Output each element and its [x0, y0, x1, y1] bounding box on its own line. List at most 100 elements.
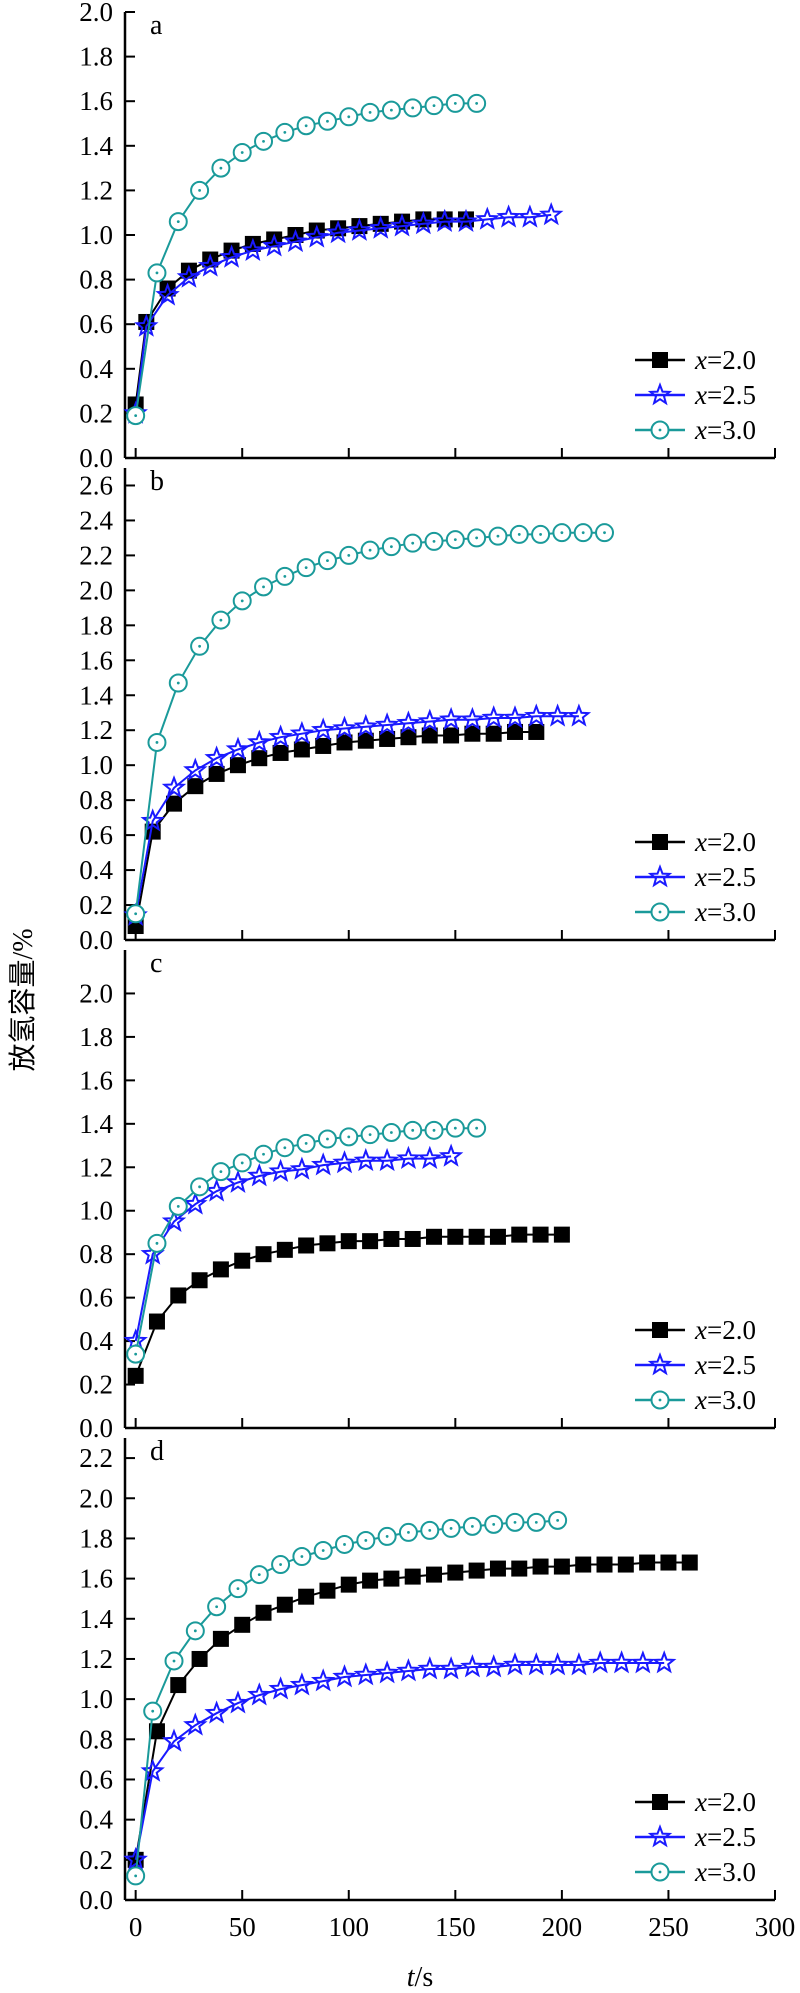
y-tick-label: 1.4 — [79, 1604, 113, 1634]
data-point-dot — [155, 1241, 159, 1245]
data-point — [575, 1556, 592, 1573]
y-tick-label: 0.6 — [79, 1764, 113, 1794]
legend-label-value: =2.5 — [707, 380, 756, 410]
data-point — [340, 1233, 357, 1250]
data-point — [225, 1169, 251, 1193]
data-point — [507, 723, 523, 740]
data-point — [332, 715, 357, 739]
data-point-dot — [198, 644, 201, 648]
data-point-dot — [257, 1573, 261, 1576]
data-point-dot — [262, 585, 265, 589]
data-point — [197, 253, 223, 277]
panel-label: d — [150, 1436, 164, 1467]
data-point — [528, 723, 545, 740]
data-point — [208, 765, 225, 782]
data-point-dot — [198, 1185, 201, 1189]
data-point — [489, 1228, 506, 1245]
legend-label-value: =2.0 — [707, 827, 756, 857]
data-point — [293, 741, 310, 758]
y-tick-label: 1.8 — [79, 610, 113, 640]
data-point-dot — [517, 533, 521, 536]
legend-label-var: x — [694, 897, 707, 927]
panel-label: a — [150, 10, 163, 41]
panel-d: 0.0 0.2 0.4 0.6 0.8 1.0 1.2 1.4 1.6 1.8 2.0 2.2 0 50 1… — [79, 1436, 795, 1942]
legend-label-var: x — [694, 1315, 707, 1345]
data-point-dot — [262, 1152, 265, 1156]
data-point — [362, 1572, 379, 1589]
data-point-dot — [411, 541, 415, 545]
data-point — [383, 1230, 400, 1247]
data-point — [234, 1616, 251, 1633]
legend-label: x=3.0 — [694, 897, 756, 927]
y-tick-label: 0.4 — [79, 855, 113, 885]
legend-label: x=2.5 — [694, 862, 756, 892]
data-point-dot — [176, 681, 180, 685]
data-point — [383, 1570, 400, 1587]
data-point — [417, 708, 443, 732]
data-point — [255, 1604, 272, 1621]
data-point — [319, 1235, 336, 1252]
data-point — [443, 727, 460, 744]
data-point — [289, 1156, 315, 1180]
data-point-dot — [198, 189, 201, 192]
data-point — [447, 1228, 464, 1245]
data-point-dot — [453, 538, 457, 542]
y-tick-label: 1.2 — [79, 715, 113, 745]
data-point — [183, 1712, 208, 1736]
y-tick-label: 1.4 — [79, 131, 113, 161]
data-point — [240, 237, 266, 262]
y-tick-label: 2.0 — [79, 1483, 113, 1513]
y-tick-label: 2.6 — [79, 470, 113, 500]
data-point — [396, 1145, 421, 1170]
data-point — [511, 1560, 528, 1577]
data-point — [532, 1558, 549, 1575]
data-point — [191, 1650, 208, 1667]
data-point-dot — [556, 1518, 560, 1522]
data-point-dot — [219, 618, 223, 622]
x-axis-title: t/s — [407, 1962, 433, 1993]
data-point — [268, 724, 293, 748]
data-point — [460, 706, 485, 731]
data-point-dot — [134, 414, 138, 418]
y-tick-label: 2.0 — [79, 575, 113, 605]
legend-marker-dot — [658, 910, 662, 914]
data-point-dot — [347, 115, 351, 119]
data-point-dot — [240, 1161, 244, 1165]
y-tick-label: 0.4 — [79, 1805, 113, 1835]
data-point-dot — [492, 1522, 496, 1526]
data-point-dot — [155, 271, 159, 275]
data-point — [396, 710, 421, 734]
y-tick-label: 0.0 — [79, 1413, 113, 1443]
data-point — [283, 228, 308, 253]
x-tick-label: 50 — [229, 1912, 256, 1942]
data-point — [609, 1650, 634, 1674]
data-point-dot — [240, 599, 244, 603]
y-tick-label: 2.0 — [79, 978, 113, 1008]
data-point-dot — [219, 1170, 223, 1174]
y-tick-label: 1.6 — [79, 1564, 113, 1594]
data-point-dot — [560, 531, 564, 535]
y-tick-label: 0.2 — [79, 1370, 113, 1400]
series-line — [134, 213, 552, 414]
data-point-dot — [151, 1709, 155, 1713]
legend-label-value: =3.0 — [707, 1857, 756, 1887]
data-point — [161, 775, 187, 799]
data-point-dot — [428, 1529, 432, 1532]
data-point — [464, 725, 481, 742]
data-point — [639, 1554, 656, 1571]
legend-label: x=2.0 — [694, 1315, 756, 1345]
data-point-dot — [343, 1543, 346, 1546]
data-point — [681, 1554, 698, 1571]
data-point — [468, 1562, 485, 1579]
x-tick-label: 300 — [755, 1912, 796, 1942]
data-point — [204, 1700, 229, 1724]
data-point — [389, 213, 415, 237]
data-point — [368, 215, 393, 239]
data-point — [127, 1367, 144, 1384]
data-point — [276, 1596, 293, 1613]
data-point — [651, 1650, 677, 1674]
y-tick-label: 2.0 — [79, 0, 113, 27]
data-point — [400, 729, 417, 746]
data-point — [304, 224, 330, 248]
